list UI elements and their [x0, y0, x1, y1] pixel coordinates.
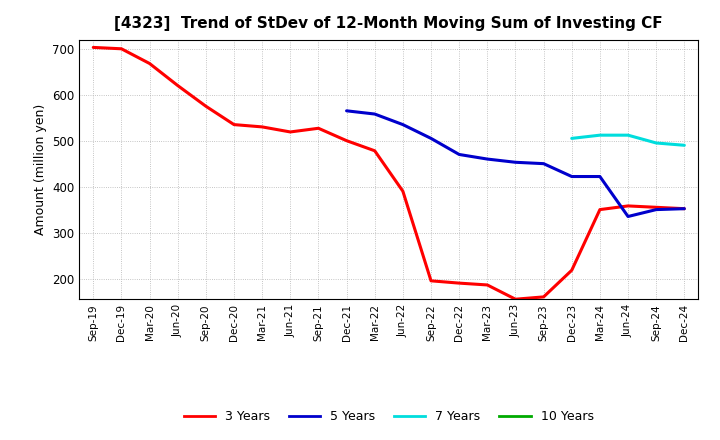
- 3 Years: [286, 129, 294, 135]
- 7 Years: [567, 136, 576, 141]
- 3 Years: [511, 297, 520, 302]
- Y-axis label: Amount (million yen): Amount (million yen): [34, 104, 47, 235]
- 7 Years: [652, 140, 660, 146]
- Line: 5 Years: 5 Years: [346, 111, 684, 216]
- 3 Years: [624, 203, 632, 209]
- Legend: 3 Years, 5 Years, 7 Years, 10 Years: 3 Years, 5 Years, 7 Years, 10 Years: [179, 405, 598, 428]
- 5 Years: [624, 214, 632, 219]
- 5 Years: [455, 152, 464, 157]
- 5 Years: [511, 160, 520, 165]
- 7 Years: [624, 132, 632, 138]
- 3 Years: [89, 45, 98, 50]
- Title: [4323]  Trend of StDev of 12-Month Moving Sum of Investing CF: [4323] Trend of StDev of 12-Month Moving…: [114, 16, 663, 32]
- 3 Years: [342, 138, 351, 143]
- 3 Years: [427, 278, 436, 283]
- 3 Years: [652, 205, 660, 210]
- 3 Years: [174, 83, 182, 88]
- 5 Years: [483, 157, 492, 162]
- 5 Years: [652, 207, 660, 212]
- 3 Years: [117, 46, 126, 51]
- 5 Years: [539, 161, 548, 166]
- 5 Years: [427, 136, 436, 141]
- 5 Years: [370, 111, 379, 117]
- 5 Years: [567, 174, 576, 179]
- 3 Years: [370, 148, 379, 154]
- Line: 7 Years: 7 Years: [572, 135, 684, 145]
- 3 Years: [230, 122, 238, 127]
- 3 Years: [145, 61, 154, 66]
- 3 Years: [567, 268, 576, 273]
- 5 Years: [399, 122, 408, 127]
- 7 Years: [595, 132, 604, 138]
- 7 Years: [680, 143, 688, 148]
- 3 Years: [314, 126, 323, 131]
- 3 Years: [680, 206, 688, 211]
- Line: 3 Years: 3 Years: [94, 48, 684, 299]
- 3 Years: [483, 282, 492, 288]
- 5 Years: [342, 108, 351, 114]
- 5 Years: [680, 206, 688, 211]
- 3 Years: [595, 207, 604, 212]
- 3 Years: [202, 103, 210, 109]
- 3 Years: [455, 280, 464, 286]
- 3 Years: [258, 124, 266, 129]
- 3 Years: [399, 189, 408, 194]
- 3 Years: [539, 294, 548, 300]
- 5 Years: [595, 174, 604, 179]
